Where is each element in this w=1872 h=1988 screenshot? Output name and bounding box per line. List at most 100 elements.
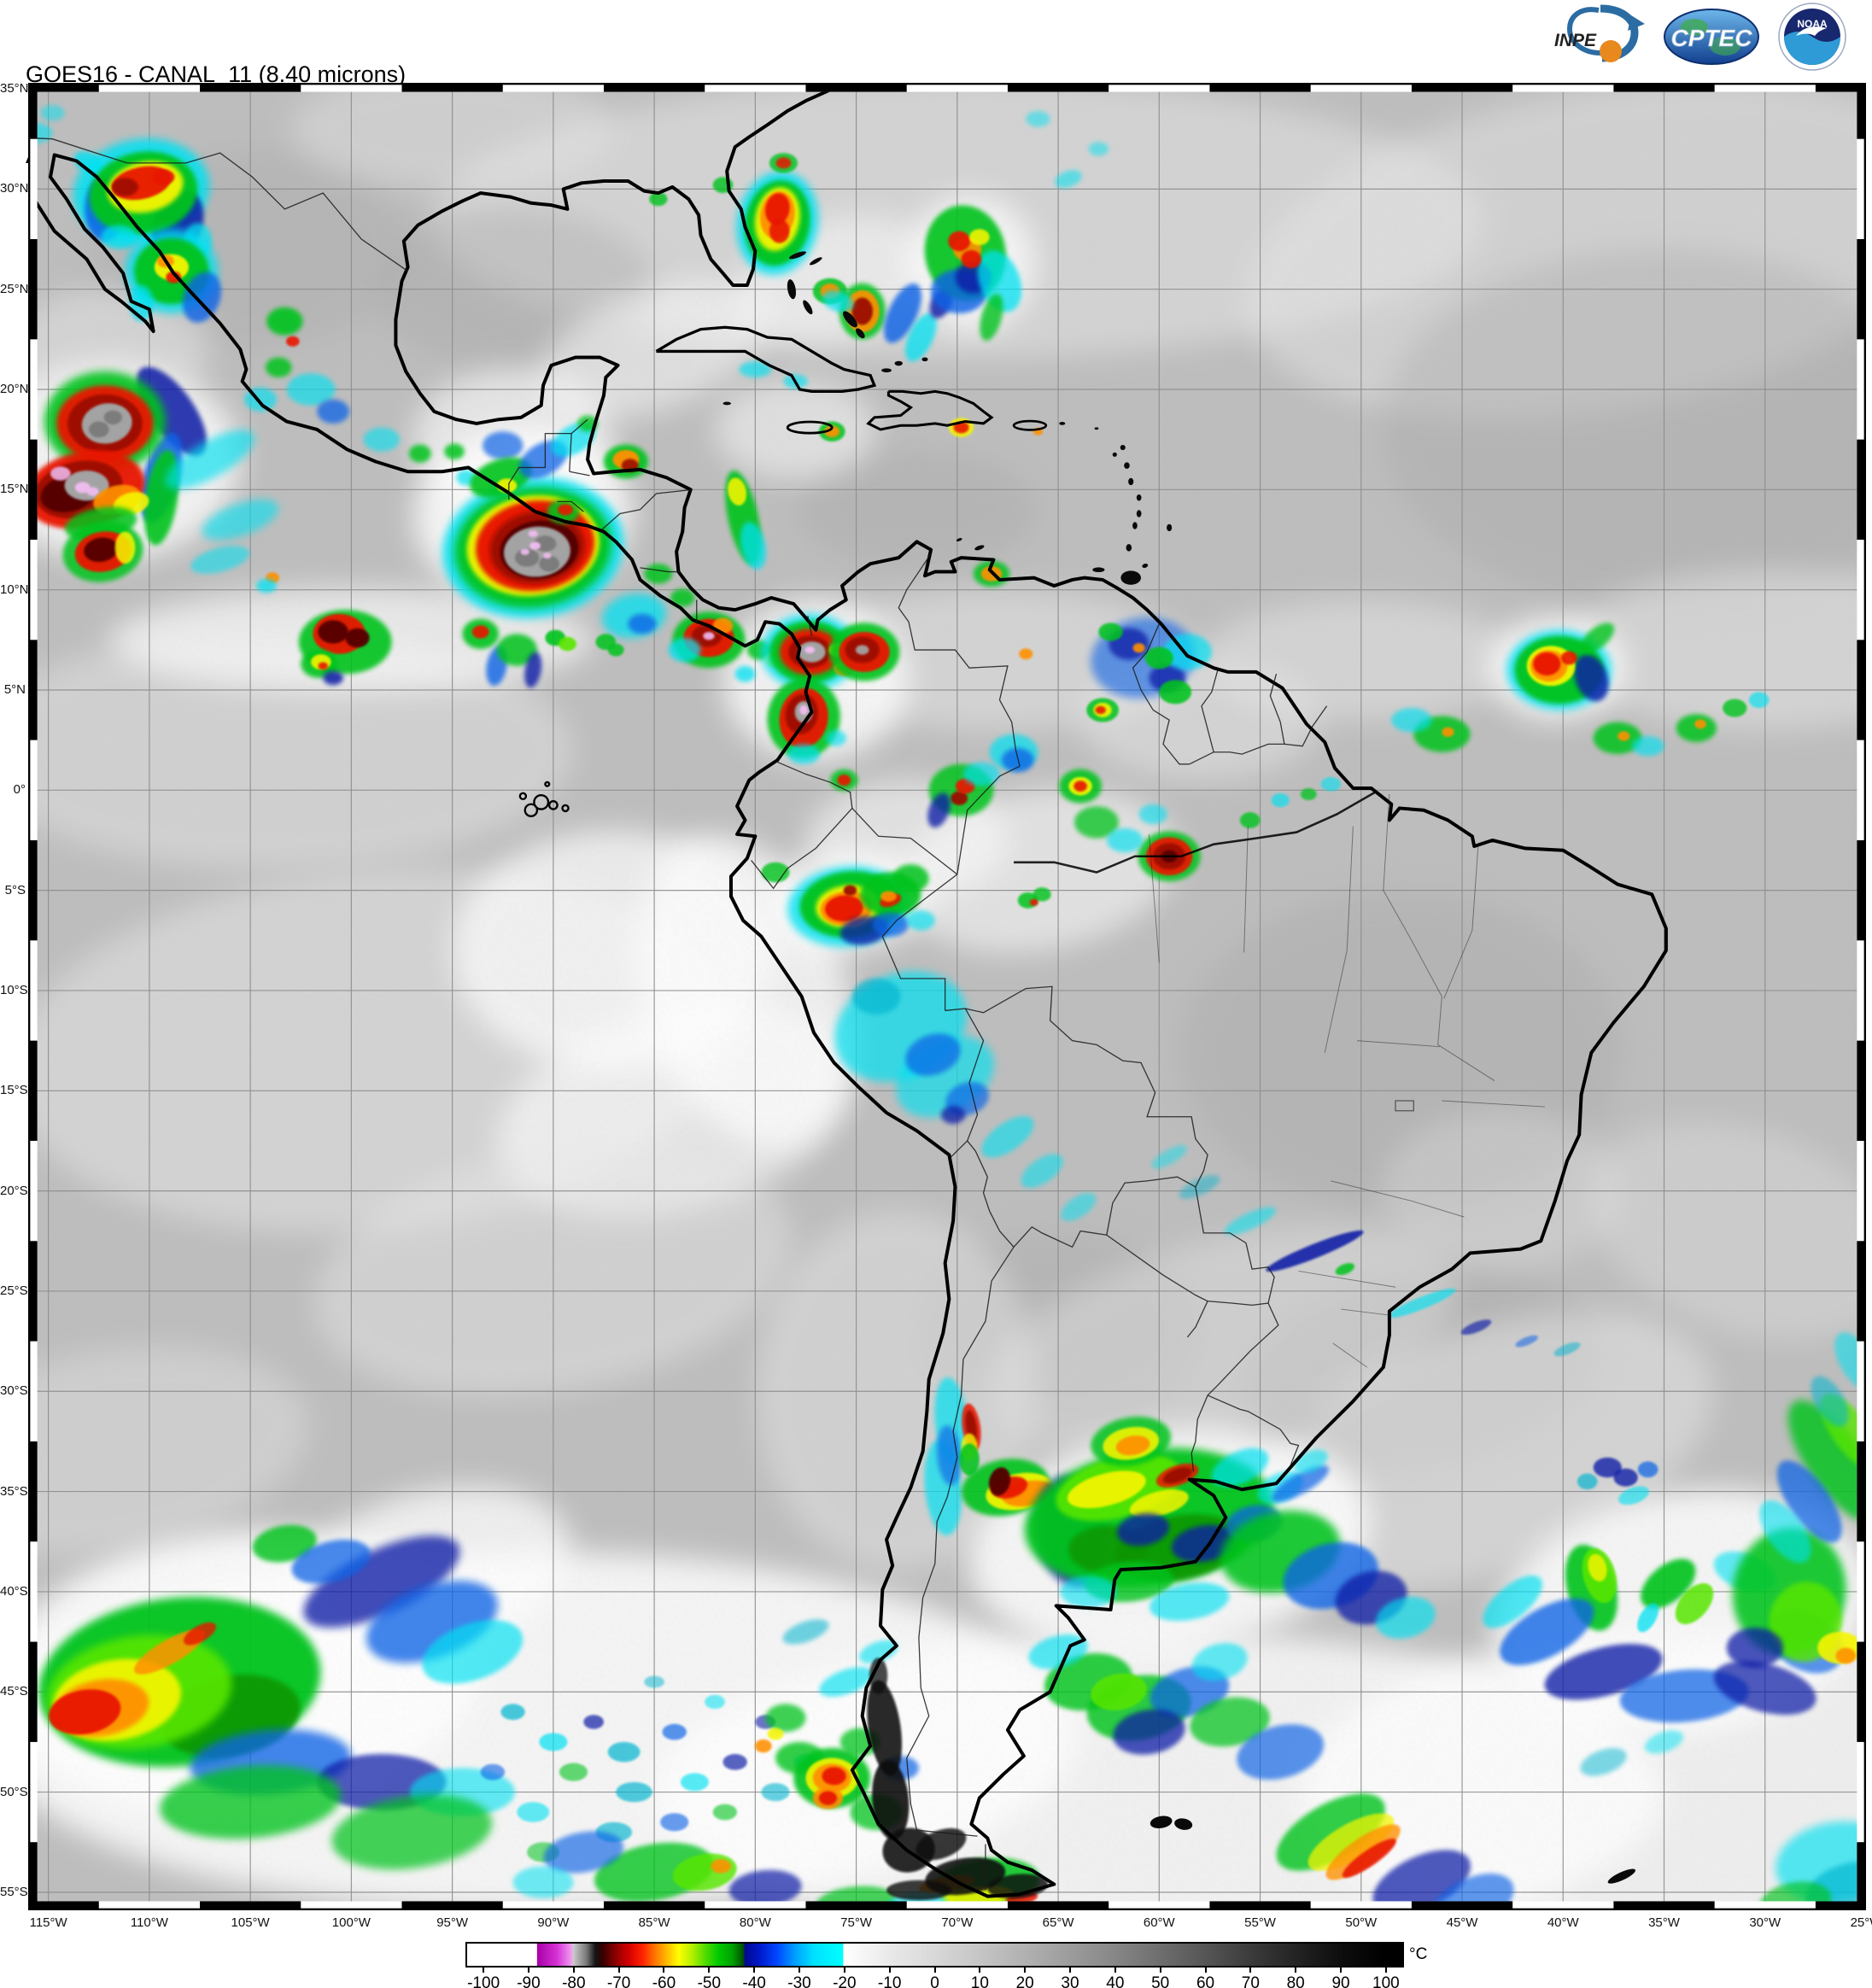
lon-tick-label: 70°W xyxy=(941,1915,974,1930)
island xyxy=(1120,445,1126,451)
island xyxy=(1607,1868,1636,1884)
cloud-cell xyxy=(782,1619,829,1645)
colorbar-tick-label: -40 xyxy=(742,1974,766,1988)
cloud-cell xyxy=(980,294,1003,341)
cloud-cell xyxy=(712,1804,738,1821)
cloud-cell xyxy=(539,555,559,572)
state-border xyxy=(1357,1040,1441,1048)
frame-segment xyxy=(28,1040,38,1141)
colorbar-tick xyxy=(663,1968,665,1973)
cloud-cell xyxy=(1391,708,1432,733)
cloud-cell xyxy=(1073,806,1120,839)
cloud-cell xyxy=(1342,1839,1396,1878)
frame-segment xyxy=(28,1641,38,1742)
cloud-cell xyxy=(1171,1524,1236,1563)
cloud-cell xyxy=(872,1760,910,1840)
lon-tick-label: 75°W xyxy=(840,1915,872,1930)
cloud-cell xyxy=(936,1425,962,1486)
cloud-cell xyxy=(951,791,968,805)
cloud-cell xyxy=(740,522,767,570)
country-border xyxy=(28,137,408,272)
cloud-cell xyxy=(483,431,524,460)
cloud-cell xyxy=(1553,1342,1581,1357)
country-border xyxy=(1106,1176,1196,1236)
lon-tick-label: 100°W xyxy=(331,1915,371,1930)
cloud-cell xyxy=(165,430,255,489)
colorbar-tick-label: -20 xyxy=(833,1974,857,1988)
cloud-cell xyxy=(649,191,668,207)
frame-segment xyxy=(1613,83,1715,92)
cloud-cell xyxy=(524,652,542,688)
country-border xyxy=(777,761,853,809)
island xyxy=(1174,1818,1193,1830)
cloud-cell xyxy=(1159,680,1192,705)
cloud-cell xyxy=(1091,1673,1147,1710)
cloud-cell xyxy=(1021,1154,1063,1188)
cloud-cell xyxy=(644,1675,664,1688)
cloud-cell xyxy=(252,1524,317,1563)
lat-tick-label: 30°S xyxy=(0,1383,28,1399)
cloud-cell xyxy=(905,1033,961,1076)
lat-tick-label: 50°S xyxy=(0,1784,28,1799)
cloud-cell xyxy=(948,231,971,252)
colorbar-tick xyxy=(617,1968,620,1973)
cloud-cell xyxy=(1179,1175,1220,1199)
cloud-cell xyxy=(728,1869,802,1907)
cloud-cell xyxy=(103,410,122,425)
cloud-cell xyxy=(49,1689,121,1735)
frame-segment xyxy=(28,239,38,340)
cloud-cell xyxy=(543,1831,624,1874)
cloud-cell xyxy=(408,444,431,463)
cloud-cell xyxy=(1320,777,1342,792)
island xyxy=(974,545,985,551)
cloud-cell xyxy=(1307,1813,1395,1871)
cloud-cell xyxy=(660,1813,689,1832)
cloud-cell xyxy=(1515,1335,1538,1348)
cloud-cell xyxy=(422,1620,524,1684)
cloud-cell xyxy=(1033,887,1051,902)
cloud-cell xyxy=(851,297,873,325)
lon-tick-label: 30°W xyxy=(1749,1915,1781,1930)
country-border xyxy=(945,985,1208,1188)
cloud-cell xyxy=(256,578,277,593)
cloud-cell xyxy=(662,1723,687,1740)
cloud-cell xyxy=(987,1874,1049,1899)
cloud-cell xyxy=(1580,623,1615,653)
cloud-cell xyxy=(826,729,846,746)
cloud-cell xyxy=(1577,1473,1598,1490)
cloud-cell xyxy=(112,178,138,196)
noaa-logo-icon: NOAA xyxy=(1773,2,1852,76)
cloud-cell xyxy=(851,978,901,1015)
cloud-cell xyxy=(824,425,840,438)
frame-segment xyxy=(28,1901,99,1910)
island xyxy=(856,328,865,339)
cloud-cell xyxy=(583,1715,604,1729)
lon-tick-label: 55°W xyxy=(1244,1915,1276,1930)
country-border xyxy=(1106,1234,1208,1302)
island xyxy=(1167,523,1173,532)
cloud-cell xyxy=(705,1694,725,1710)
colorbar-tick xyxy=(1024,1968,1027,1973)
frame-segment xyxy=(28,83,99,92)
cloud-cell xyxy=(1637,1461,1658,1478)
cloud-cell xyxy=(799,705,808,716)
colorbar-tick xyxy=(1204,1968,1207,1973)
inpe-logo-text: INPE xyxy=(1554,31,1597,50)
frame-segment xyxy=(1857,1241,1866,1342)
cloud-cell xyxy=(480,1763,506,1780)
state-border xyxy=(1332,1342,1368,1368)
colorbar-tick-label: 100 xyxy=(1372,1974,1400,1988)
country-border xyxy=(570,418,588,435)
cloud-cell xyxy=(1376,1596,1436,1639)
colorbar-tick-label: -10 xyxy=(877,1974,902,1988)
country-border xyxy=(1190,1395,1208,1472)
cloud-cell xyxy=(962,762,1000,786)
frame-segment xyxy=(1613,1901,1715,1910)
colorbar-tick xyxy=(1069,1968,1071,1973)
lon-tick-label: 115°W xyxy=(29,1915,67,1930)
cloud-cell xyxy=(843,885,857,896)
cloud-cell xyxy=(1300,787,1317,801)
cloud-cell xyxy=(291,1539,371,1584)
lat-tick-label: 20°N xyxy=(0,382,29,396)
